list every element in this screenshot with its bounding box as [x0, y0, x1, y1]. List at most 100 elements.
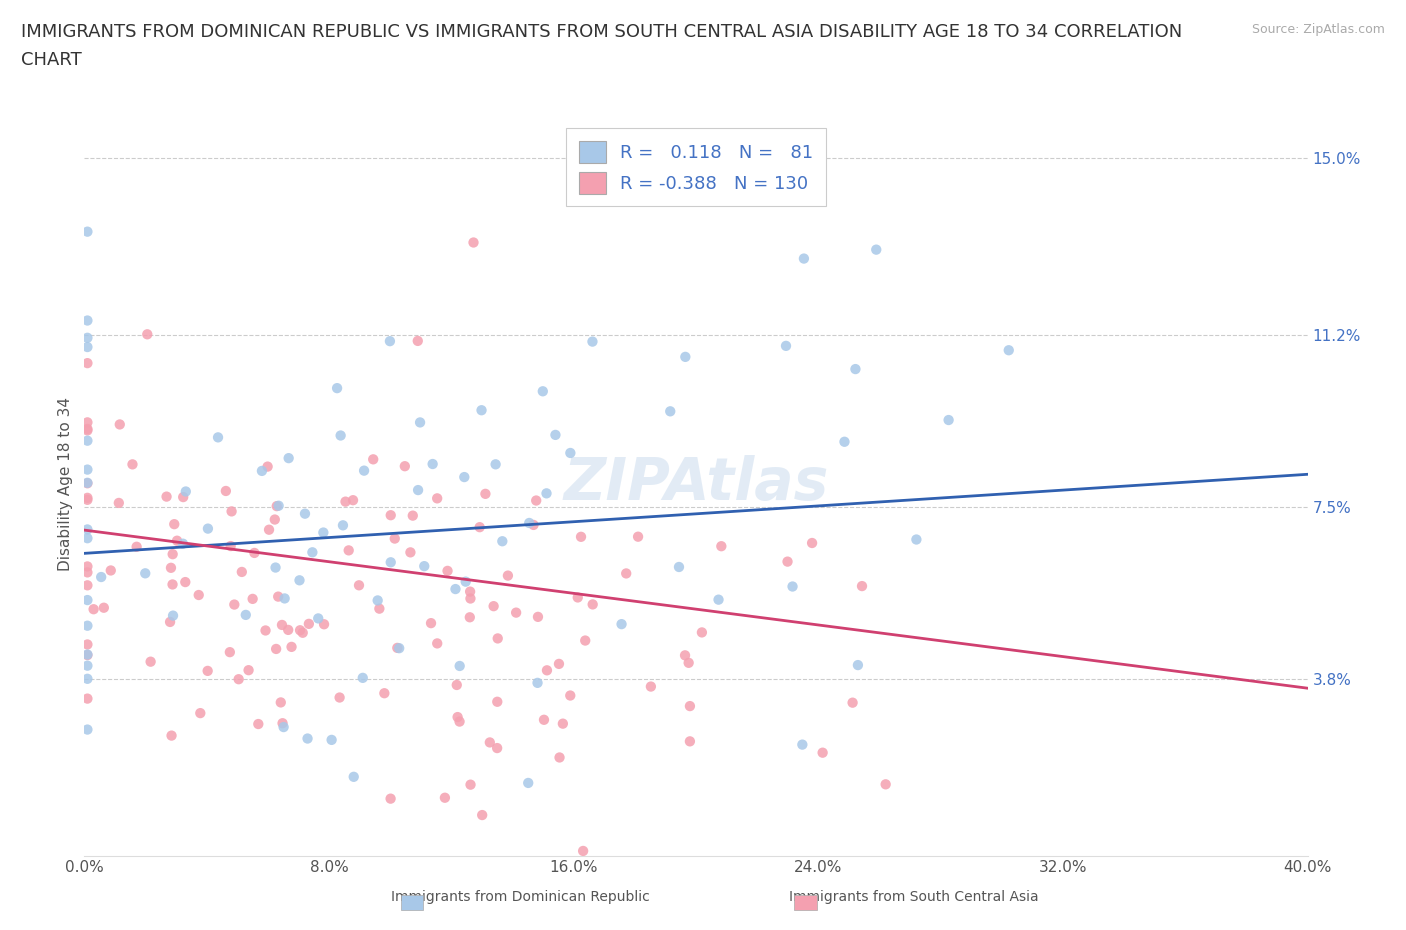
Point — [197, 521, 219, 536]
Point — [273, 720, 295, 735]
Point — [468, 520, 491, 535]
Point — [844, 362, 866, 377]
Point — [298, 617, 321, 631]
Point — [312, 617, 335, 631]
Point — [384, 531, 406, 546]
Point — [162, 547, 184, 562]
Point — [76, 592, 98, 607]
Point — [581, 334, 603, 349]
Point — [458, 610, 481, 625]
Point — [460, 777, 482, 792]
Point — [387, 641, 409, 656]
Point — [582, 597, 605, 612]
Point — [536, 485, 558, 500]
Point — [162, 577, 184, 591]
Point — [218, 644, 240, 659]
Point — [174, 484, 197, 498]
Point — [326, 380, 349, 395]
Point — [436, 564, 458, 578]
Point — [243, 546, 266, 561]
Point — [93, 600, 115, 615]
Point — [76, 224, 98, 239]
Point — [458, 584, 481, 599]
Point — [247, 717, 270, 732]
Point — [139, 654, 162, 669]
Point — [76, 475, 98, 490]
Point — [486, 695, 509, 710]
Point — [288, 573, 311, 588]
Point — [402, 508, 425, 523]
Point — [312, 525, 335, 540]
Point — [347, 578, 370, 592]
Point — [238, 663, 260, 678]
Point — [811, 745, 834, 760]
Point — [373, 685, 395, 700]
Point — [266, 498, 288, 513]
Point — [361, 452, 384, 467]
Point — [174, 575, 197, 590]
Point — [801, 536, 824, 551]
Point — [426, 491, 449, 506]
Point — [776, 554, 799, 569]
Point — [250, 463, 273, 478]
Point — [380, 508, 402, 523]
Point — [659, 404, 682, 418]
Point — [134, 565, 156, 580]
Point — [76, 531, 98, 546]
Point — [394, 458, 416, 473]
Point — [343, 769, 366, 784]
Point — [710, 538, 733, 553]
Point — [426, 636, 449, 651]
Point — [76, 559, 98, 574]
Point — [76, 691, 98, 706]
Point — [569, 529, 592, 544]
Point — [76, 421, 98, 436]
Point — [188, 706, 211, 721]
Point — [792, 737, 814, 752]
Point — [83, 602, 105, 617]
Point — [108, 496, 131, 511]
Point — [522, 517, 544, 532]
Point — [422, 457, 444, 472]
Point — [505, 605, 527, 620]
Point — [782, 579, 804, 594]
Point — [76, 313, 98, 328]
Point — [517, 776, 540, 790]
Point — [627, 529, 650, 544]
Point — [288, 623, 311, 638]
Point — [846, 658, 869, 672]
Point — [90, 569, 112, 584]
Point — [155, 489, 177, 504]
Point — [160, 561, 183, 576]
Point — [574, 633, 596, 648]
Point — [378, 334, 401, 349]
Point — [707, 592, 730, 607]
Point — [291, 625, 314, 640]
Point — [76, 492, 98, 507]
Text: Source: ZipAtlas.com: Source: ZipAtlas.com — [1251, 23, 1385, 36]
Text: Immigrants from South Central Asia: Immigrants from South Central Asia — [789, 890, 1039, 904]
Point — [160, 728, 183, 743]
Point — [841, 696, 863, 711]
Point — [242, 591, 264, 606]
Point — [560, 688, 582, 703]
Point — [271, 716, 294, 731]
Point — [567, 590, 589, 604]
Point — [484, 457, 506, 472]
Point — [470, 403, 492, 418]
Point — [496, 568, 519, 583]
Point — [76, 522, 98, 537]
Point — [76, 565, 98, 579]
Point — [524, 493, 547, 508]
Point — [76, 423, 98, 438]
Point — [321, 733, 343, 748]
Point — [280, 640, 302, 655]
Point — [76, 339, 98, 354]
Point — [679, 734, 702, 749]
Point — [544, 428, 567, 443]
Point — [76, 647, 98, 662]
Text: Immigrants from Dominican Republic: Immigrants from Dominican Republic — [391, 890, 650, 904]
Point — [297, 731, 319, 746]
Point — [207, 430, 229, 445]
Point — [491, 534, 513, 549]
